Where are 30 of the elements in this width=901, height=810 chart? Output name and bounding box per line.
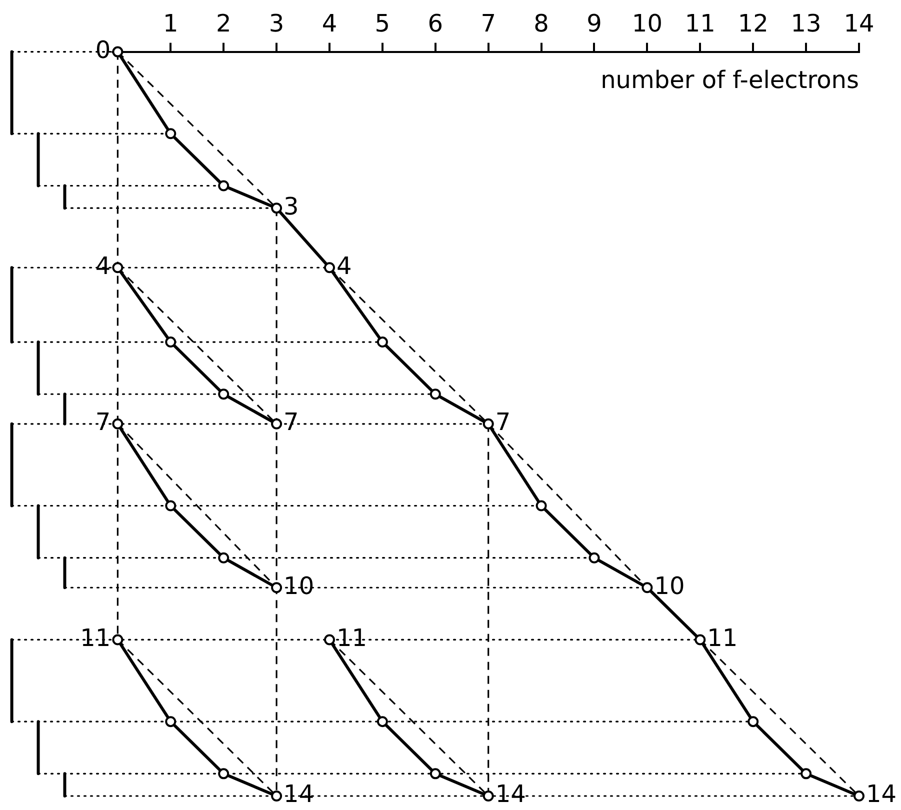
- x-tick-label: 12: [738, 10, 768, 38]
- x-tick-label: 4: [322, 10, 338, 38]
- annotation: 7: [284, 408, 299, 436]
- x-tick-label: 9: [586, 10, 602, 38]
- x-tick-label: 7: [480, 10, 496, 38]
- annotation: 10: [654, 572, 685, 600]
- annotation: 14: [866, 780, 897, 808]
- x-axis-title: number of f-electrons: [600, 66, 859, 94]
- annotation: 11: [80, 624, 111, 652]
- annotation: 11: [336, 624, 368, 652]
- x-tick-label: 13: [790, 10, 822, 38]
- annotation: 4: [95, 252, 111, 280]
- annotation: 14: [284, 780, 314, 808]
- annotation: 0: [95, 36, 111, 64]
- annotation: 10: [284, 572, 314, 600]
- x-tick-label: 11: [684, 10, 716, 38]
- x-tick-label: 5: [374, 10, 390, 38]
- x-tick-label: 1: [163, 10, 178, 38]
- x-tick-label: 14: [844, 10, 874, 38]
- x-tick-label: 2: [216, 10, 232, 38]
- annotation: 3: [284, 192, 299, 220]
- annotation: 7: [95, 408, 111, 436]
- x-tick-label: 3: [268, 10, 284, 38]
- annotation: 4: [336, 252, 352, 280]
- x-tick-label: 8: [534, 10, 549, 38]
- x-tick-label: 6: [428, 10, 444, 38]
- annotation: 7: [495, 408, 511, 436]
- annotation: 14: [495, 780, 526, 808]
- annotation: 11: [707, 624, 738, 652]
- x-tick-label: 10: [632, 10, 662, 38]
